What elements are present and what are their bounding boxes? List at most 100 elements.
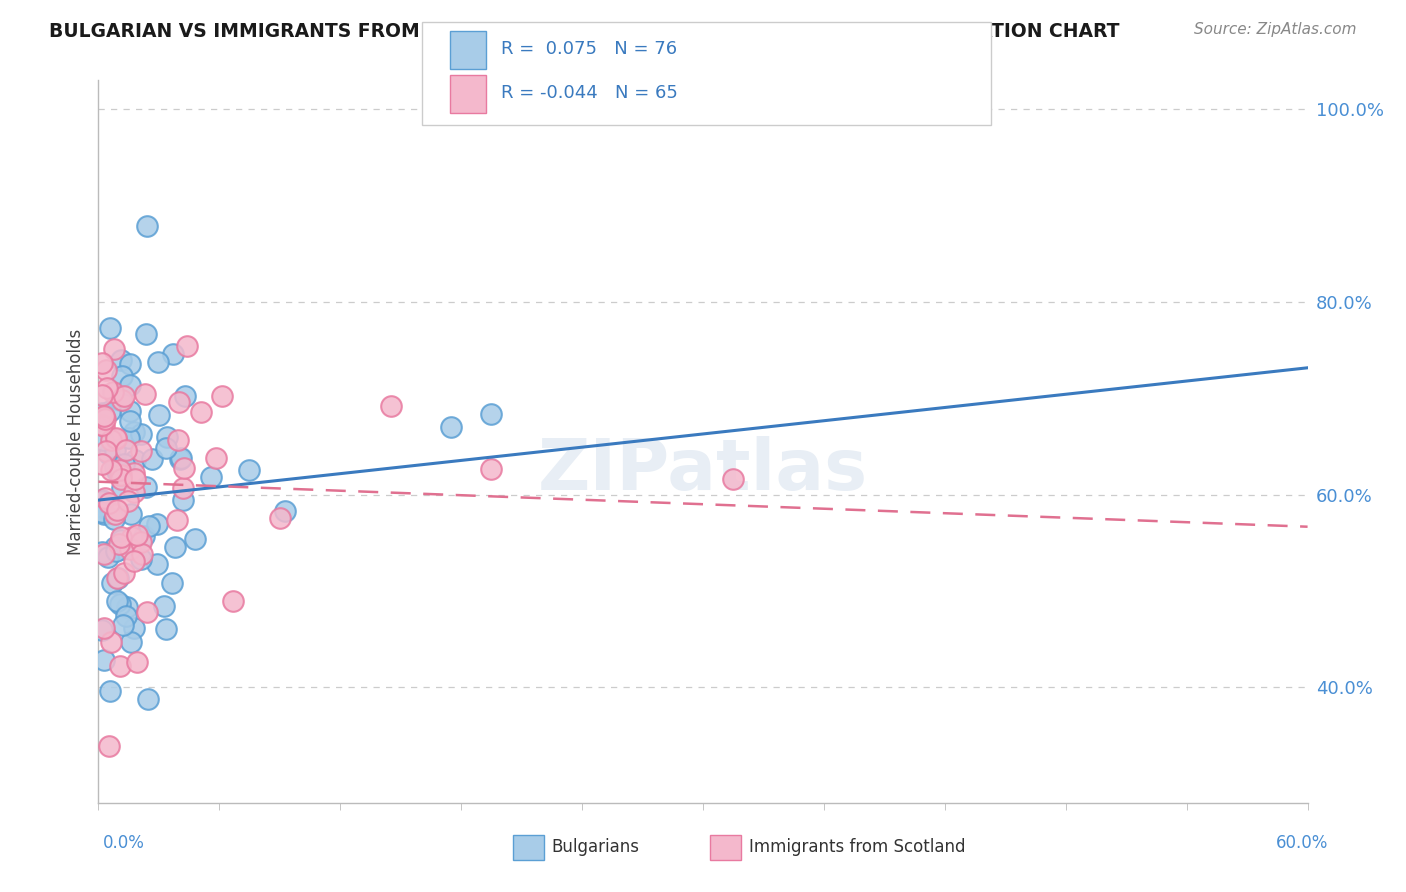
Point xyxy=(122,621,145,635)
Point xyxy=(104,541,127,555)
Point xyxy=(107,459,129,474)
Point xyxy=(94,412,117,426)
Y-axis label: Married-couple Households: Married-couple Households xyxy=(66,328,84,555)
Point xyxy=(94,491,117,506)
Point xyxy=(173,389,195,403)
Point xyxy=(100,463,122,477)
Point xyxy=(105,594,128,608)
Point xyxy=(105,502,128,516)
Point xyxy=(91,356,114,370)
Point xyxy=(148,409,170,423)
Point xyxy=(108,467,131,482)
Point xyxy=(723,472,745,486)
Point xyxy=(91,418,114,433)
Point xyxy=(107,537,129,551)
Point xyxy=(98,321,121,335)
Point xyxy=(125,655,148,669)
Point xyxy=(94,443,117,458)
Point xyxy=(91,388,114,402)
Point xyxy=(112,457,135,471)
Point xyxy=(103,342,125,356)
Point xyxy=(91,624,114,638)
Point xyxy=(122,485,145,500)
Point xyxy=(111,481,134,495)
Point xyxy=(141,451,163,466)
Point xyxy=(190,404,212,418)
Point xyxy=(124,554,146,568)
Point xyxy=(104,433,127,447)
Point xyxy=(110,472,132,486)
Point xyxy=(274,503,297,517)
Point xyxy=(120,507,142,521)
Point xyxy=(107,571,129,585)
Point xyxy=(155,622,177,636)
Point xyxy=(183,533,205,547)
Point xyxy=(134,386,156,401)
Text: 60.0%: 60.0% xyxy=(1277,834,1329,852)
Point xyxy=(124,467,146,481)
Point xyxy=(115,599,138,614)
Point xyxy=(481,408,503,422)
Point xyxy=(103,460,125,475)
Point xyxy=(91,494,114,508)
Point xyxy=(169,452,191,467)
Point xyxy=(97,447,120,461)
Point xyxy=(166,513,188,527)
Point xyxy=(110,468,132,483)
Point xyxy=(172,492,194,507)
Point xyxy=(120,377,142,392)
Point xyxy=(156,430,179,444)
Point xyxy=(238,463,260,477)
Point xyxy=(110,369,132,384)
Point xyxy=(96,380,118,394)
Point xyxy=(129,444,152,458)
Point xyxy=(155,441,177,455)
Point xyxy=(101,385,124,400)
Point xyxy=(380,399,402,413)
Point xyxy=(124,472,146,486)
Point xyxy=(93,653,115,667)
Text: 0.0%: 0.0% xyxy=(103,834,145,852)
Point xyxy=(93,409,115,423)
Point xyxy=(112,389,135,403)
Text: R = -0.044   N = 65: R = -0.044 N = 65 xyxy=(501,84,678,103)
Point xyxy=(115,609,138,624)
Point xyxy=(98,404,121,418)
Point xyxy=(91,406,114,420)
Point xyxy=(93,419,115,434)
Point xyxy=(91,500,114,514)
Point xyxy=(172,482,194,496)
Point xyxy=(127,528,149,542)
Point xyxy=(112,566,135,581)
Point xyxy=(118,430,141,444)
Point xyxy=(93,547,115,561)
Point xyxy=(222,594,245,608)
Point xyxy=(135,480,157,494)
Point xyxy=(94,362,117,376)
Text: ZIPatlas: ZIPatlas xyxy=(538,436,868,505)
Point xyxy=(108,658,131,673)
Point xyxy=(121,530,143,544)
Point xyxy=(136,605,159,619)
Point xyxy=(98,684,121,698)
Point xyxy=(160,575,183,590)
Point xyxy=(97,739,120,753)
Point xyxy=(145,517,167,532)
Point xyxy=(110,353,132,368)
Point xyxy=(105,431,128,445)
Point xyxy=(120,403,142,417)
Point xyxy=(136,219,159,233)
Point xyxy=(100,434,122,448)
Point xyxy=(108,597,131,611)
Point xyxy=(129,535,152,549)
Point xyxy=(105,464,128,478)
Point xyxy=(173,460,195,475)
Point xyxy=(269,511,291,525)
Point xyxy=(162,347,184,361)
Point xyxy=(200,470,222,484)
Point xyxy=(204,451,226,466)
Point xyxy=(211,389,233,403)
Point xyxy=(98,496,121,510)
Point xyxy=(129,552,152,566)
Point xyxy=(111,618,134,632)
